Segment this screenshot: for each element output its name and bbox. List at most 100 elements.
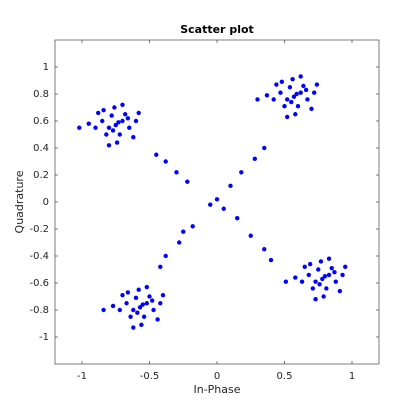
y-tick-label: 0 bbox=[43, 197, 49, 208]
point bbox=[106, 125, 112, 130]
y-tick-label: -0.2 bbox=[29, 224, 49, 235]
x-tick-label: -0.5 bbox=[140, 371, 160, 382]
y-tick-label: 1 bbox=[43, 62, 49, 73]
point bbox=[185, 179, 190, 184]
point bbox=[322, 274, 328, 279]
point bbox=[228, 183, 233, 188]
x-tick-label: 0 bbox=[214, 371, 220, 382]
point bbox=[305, 97, 310, 102]
point bbox=[158, 264, 163, 269]
point bbox=[137, 305, 143, 310]
point bbox=[318, 259, 324, 264]
point bbox=[123, 112, 128, 117]
point bbox=[289, 99, 294, 105]
point bbox=[158, 301, 163, 306]
point bbox=[295, 103, 301, 109]
point bbox=[262, 145, 267, 151]
point bbox=[120, 102, 125, 108]
point bbox=[316, 267, 321, 272]
y-tick-label: 0.2 bbox=[33, 170, 49, 181]
point bbox=[77, 125, 82, 130]
point bbox=[163, 253, 168, 259]
point bbox=[106, 143, 112, 148]
point bbox=[239, 170, 244, 175]
point bbox=[144, 284, 149, 290]
point bbox=[333, 279, 338, 284]
point bbox=[340, 272, 345, 278]
point bbox=[306, 272, 311, 278]
y-tick-label: 0.4 bbox=[33, 143, 49, 154]
point bbox=[190, 224, 195, 229]
point bbox=[96, 110, 101, 116]
point bbox=[140, 302, 145, 307]
point bbox=[293, 112, 298, 117]
point bbox=[285, 97, 290, 102]
point bbox=[112, 105, 117, 110]
x-axis-label: In-Phase bbox=[193, 383, 240, 396]
point bbox=[299, 279, 305, 284]
point bbox=[294, 91, 299, 97]
point bbox=[309, 106, 314, 112]
point bbox=[116, 120, 121, 125]
point bbox=[279, 79, 284, 85]
point bbox=[133, 118, 139, 124]
point bbox=[317, 282, 322, 287]
point bbox=[117, 307, 123, 313]
y-tick-label: -0.4 bbox=[29, 251, 49, 262]
point bbox=[124, 301, 129, 306]
point bbox=[155, 317, 160, 322]
point bbox=[293, 275, 298, 280]
y-tick-label: 0.6 bbox=[33, 116, 49, 127]
point bbox=[274, 82, 279, 87]
point bbox=[174, 170, 179, 175]
point bbox=[127, 125, 132, 130]
point bbox=[181, 229, 186, 234]
point bbox=[120, 118, 125, 124]
point bbox=[208, 202, 213, 207]
point bbox=[326, 272, 332, 278]
point bbox=[120, 292, 125, 298]
point bbox=[136, 110, 141, 116]
point bbox=[235, 216, 240, 221]
point bbox=[298, 90, 303, 95]
point bbox=[264, 93, 270, 98]
point bbox=[320, 276, 325, 282]
x-tick-label: 0.5 bbox=[277, 371, 293, 382]
point bbox=[125, 290, 131, 295]
point bbox=[101, 307, 106, 313]
point bbox=[290, 76, 295, 82]
x-tick-label: 1 bbox=[349, 371, 355, 382]
point bbox=[285, 114, 290, 120]
point bbox=[248, 233, 253, 238]
point bbox=[291, 94, 297, 99]
point bbox=[303, 87, 309, 93]
point bbox=[160, 292, 166, 298]
point bbox=[298, 74, 303, 79]
y-tick-label: -1 bbox=[39, 332, 49, 343]
y-tick-label: 0.8 bbox=[33, 89, 49, 100]
point bbox=[343, 264, 348, 269]
point bbox=[139, 322, 144, 328]
point bbox=[287, 85, 293, 90]
point bbox=[135, 310, 140, 315]
chart-title: Scatter plot bbox=[180, 23, 254, 36]
point bbox=[141, 314, 147, 319]
point bbox=[313, 279, 318, 284]
point bbox=[86, 121, 91, 126]
point bbox=[114, 140, 120, 145]
point bbox=[100, 118, 105, 124]
point bbox=[136, 287, 141, 292]
point bbox=[321, 294, 326, 299]
point bbox=[125, 116, 131, 121]
point bbox=[128, 314, 133, 319]
point bbox=[268, 257, 274, 263]
point bbox=[314, 82, 320, 87]
point bbox=[326, 256, 332, 261]
point bbox=[301, 83, 306, 89]
point bbox=[163, 159, 168, 164]
point bbox=[147, 294, 152, 299]
point bbox=[329, 265, 334, 271]
point bbox=[310, 286, 316, 291]
